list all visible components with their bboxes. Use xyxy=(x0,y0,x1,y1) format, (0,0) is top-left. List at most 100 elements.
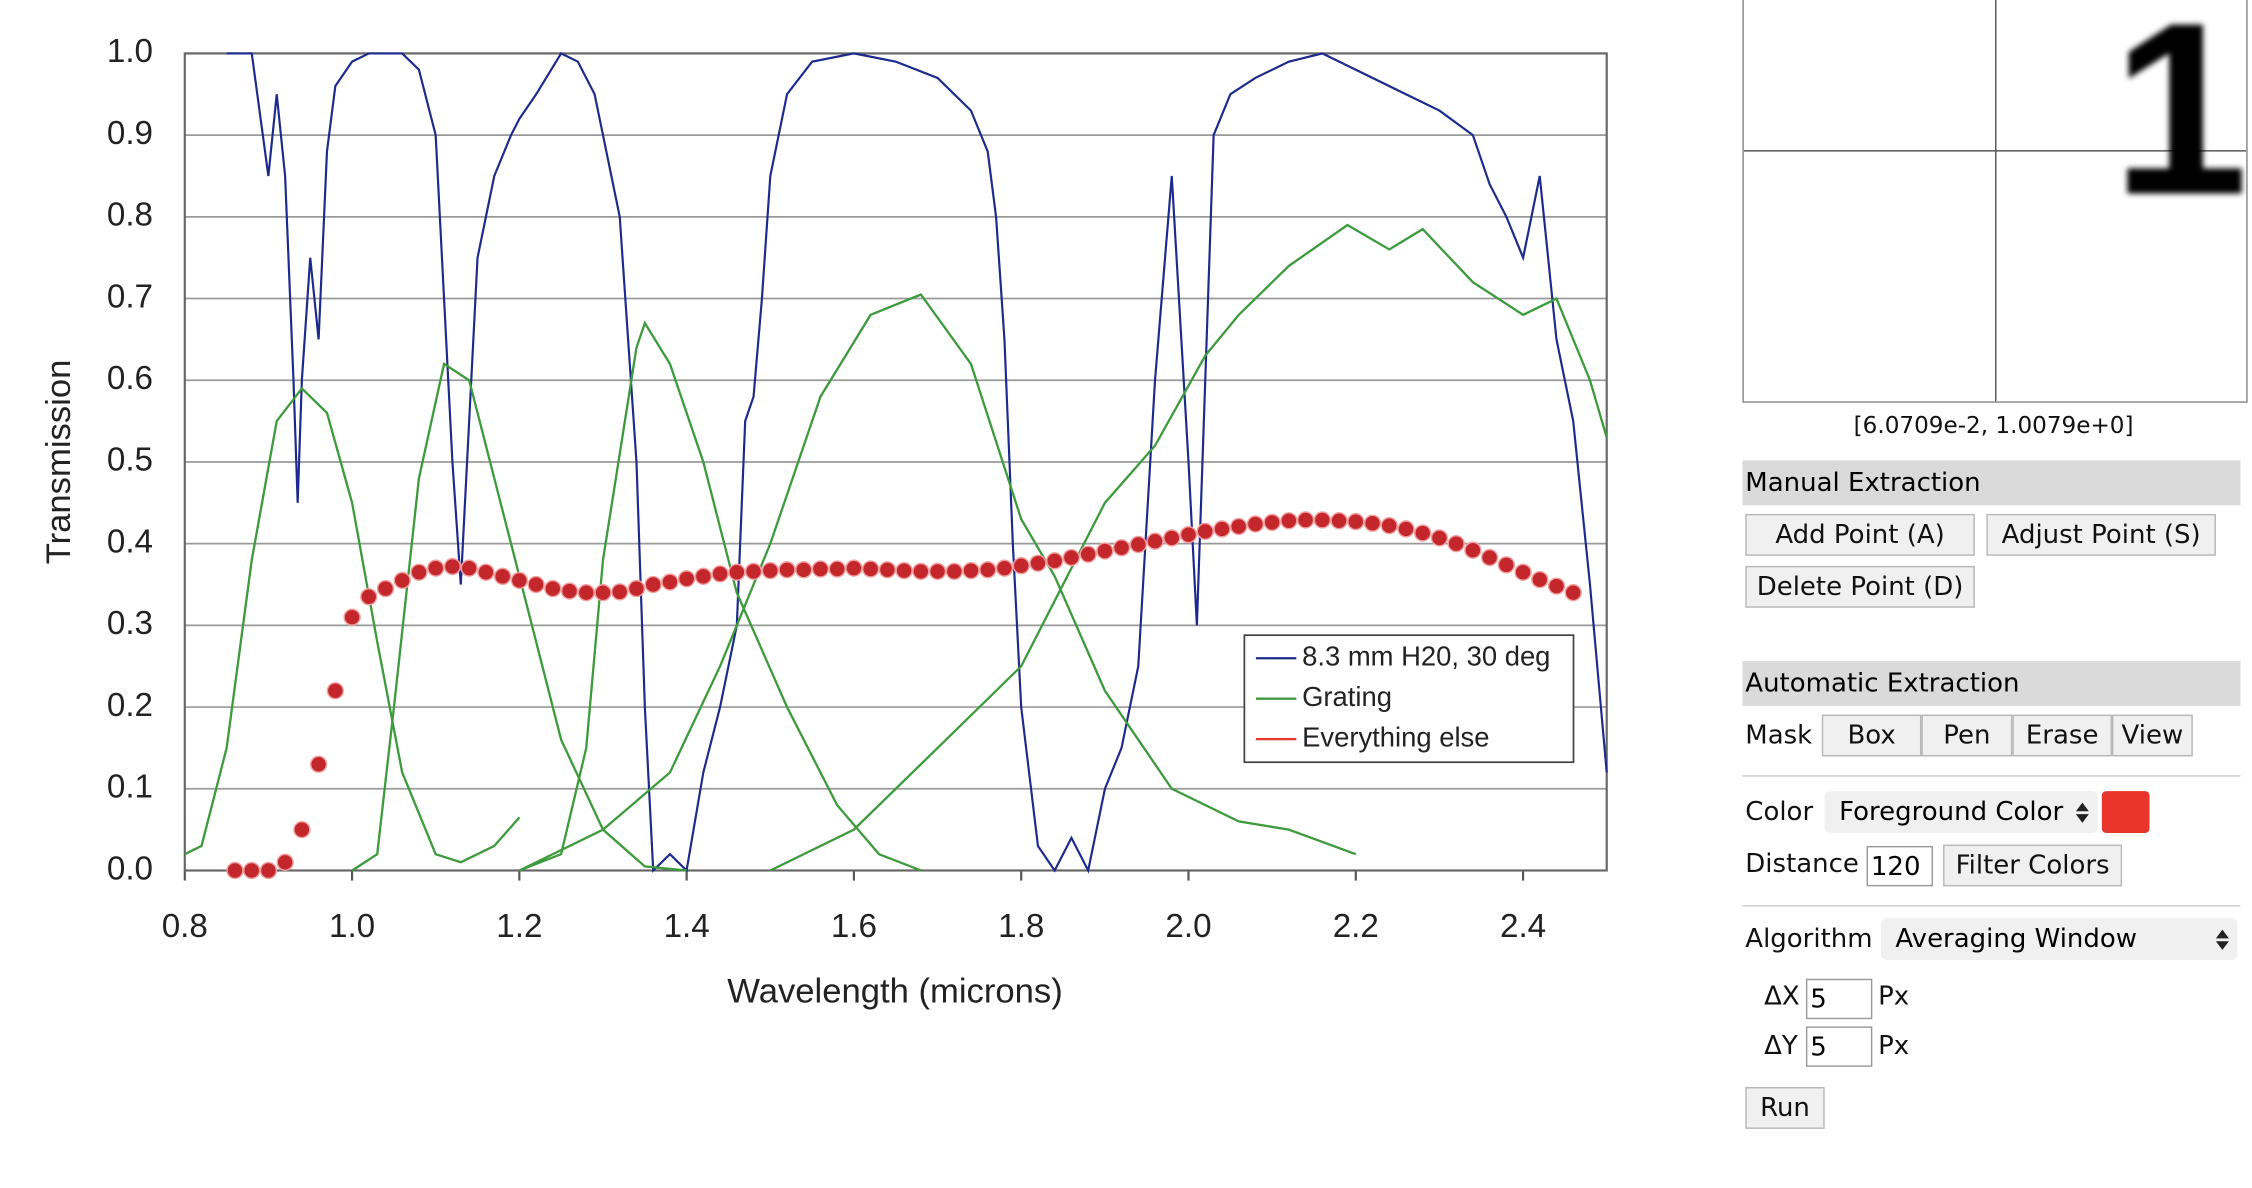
x-axis-label: Wavelength (microns) xyxy=(727,972,1062,1010)
data-point xyxy=(376,579,395,598)
data-point xyxy=(1330,512,1348,530)
data-point xyxy=(728,563,746,581)
dx-label: ΔX xyxy=(1764,981,1800,1012)
data-point xyxy=(928,562,947,581)
separator xyxy=(1742,905,2241,907)
mask-view-button[interactable]: View xyxy=(2111,714,2193,757)
adjust-point-button[interactable]: Adjust Point (S) xyxy=(1986,513,2216,556)
data-point xyxy=(1280,512,1298,530)
legend-label: Grating xyxy=(1302,681,1392,712)
data-point xyxy=(611,583,629,601)
select-value: Averaging Window xyxy=(1895,923,2138,955)
algorithm-select[interactable]: Averaging Window xyxy=(1880,918,2238,960)
color-swatch[interactable] xyxy=(2101,791,2150,833)
mask-label: Mask xyxy=(1745,720,1813,751)
select-arrows xyxy=(2075,802,2089,823)
mask-box-button[interactable]: Box xyxy=(1821,714,1922,757)
y-tick-label: 0.2 xyxy=(107,687,153,724)
x-tick-label: 2.4 xyxy=(1500,908,1546,945)
data-point xyxy=(1564,584,1582,602)
color-mode-select[interactable]: Foreground Color xyxy=(1824,791,2098,833)
data-point xyxy=(1263,513,1281,532)
series-line xyxy=(184,223,1608,872)
data-point xyxy=(1296,511,1315,529)
y-tick-label: 1.0 xyxy=(107,33,153,70)
data-point xyxy=(360,588,378,606)
legend-box xyxy=(1243,634,1575,764)
data-point xyxy=(1096,542,1114,560)
data-point xyxy=(795,561,813,579)
data-point xyxy=(1179,526,1198,544)
data-point xyxy=(594,584,612,602)
y-tick-label: 0.0 xyxy=(107,850,153,887)
data-point xyxy=(644,575,662,594)
dy-input[interactable] xyxy=(1805,1026,1873,1067)
x-tick-label: 0.8 xyxy=(162,908,208,945)
data-point xyxy=(1363,514,1382,532)
data-point xyxy=(226,861,244,880)
data-point xyxy=(861,560,880,578)
data-point xyxy=(778,561,796,579)
data-point xyxy=(1062,548,1081,567)
data-point xyxy=(1380,517,1398,535)
data-point xyxy=(1012,557,1030,575)
data-point xyxy=(1347,512,1365,531)
data-point xyxy=(427,559,445,577)
dx-input[interactable] xyxy=(1805,978,1873,1020)
data-point xyxy=(995,559,1014,577)
data-point xyxy=(393,571,411,590)
data-point xyxy=(744,562,763,581)
data-point xyxy=(661,573,679,591)
data-point xyxy=(1547,577,1566,595)
data-point xyxy=(627,579,646,598)
cursor-coordinates: [6.0709e-2, 1.0079e+0] xyxy=(1853,411,2134,439)
add-point-button[interactable]: Add Point (A) xyxy=(1745,513,1975,556)
x-tick-label: 1.4 xyxy=(664,908,710,945)
data-point xyxy=(1046,552,1064,570)
data-point xyxy=(1213,520,1231,538)
y-axis-label: Transmission xyxy=(40,360,78,565)
delete-point-button[interactable]: Delete Point (D) xyxy=(1745,565,1975,608)
chart: Wavelength (microns) Transmission 0.0 0.1… xyxy=(40,33,1608,1010)
data-point xyxy=(677,570,696,588)
x-tick-label: 1.8 xyxy=(998,908,1044,945)
data-point xyxy=(1129,535,1147,554)
data-point xyxy=(1313,511,1331,529)
data-point xyxy=(979,561,997,579)
data-point xyxy=(895,561,913,580)
data-point xyxy=(962,561,980,580)
data-point xyxy=(1430,529,1449,547)
mask-erase-button[interactable]: Erase xyxy=(2012,714,2112,757)
series-line xyxy=(226,52,1608,874)
legend-label: Everything else xyxy=(1302,721,1489,752)
legend-label: 8.3 mm H20, 30 deg xyxy=(1302,641,1550,672)
select-arrows xyxy=(2215,929,2229,950)
mask-pen-button[interactable]: Pen xyxy=(1921,714,2013,757)
data-point xyxy=(259,861,278,880)
x-tick-label: 1.6 xyxy=(831,908,877,945)
data-point xyxy=(845,559,863,577)
crosshair-v xyxy=(1995,0,1997,402)
algorithm-label: Algorithm xyxy=(1745,923,1873,955)
y-tick-label: 0.4 xyxy=(107,523,153,560)
section-header: Manual Extraction xyxy=(1742,460,2241,506)
y-tick-label: 0.8 xyxy=(107,197,153,234)
data-point xyxy=(527,575,545,594)
filter-colors-button[interactable]: Filter Colors xyxy=(1943,844,2123,887)
data-point xyxy=(694,567,713,586)
data-point xyxy=(811,560,830,578)
data-point xyxy=(1163,529,1181,547)
data-point xyxy=(510,571,529,590)
data-point xyxy=(1079,545,1097,563)
y-tick-label: 0.7 xyxy=(107,278,153,315)
data-point xyxy=(343,608,361,626)
data-point xyxy=(1531,570,1549,589)
data-point xyxy=(1230,517,1248,536)
data-point xyxy=(410,563,428,581)
unit-label: Px xyxy=(1878,981,1910,1012)
run-button[interactable]: Run xyxy=(1745,1087,1825,1129)
data-point xyxy=(577,584,595,602)
distance-input[interactable] xyxy=(1866,845,1933,887)
data-point xyxy=(1397,520,1415,538)
